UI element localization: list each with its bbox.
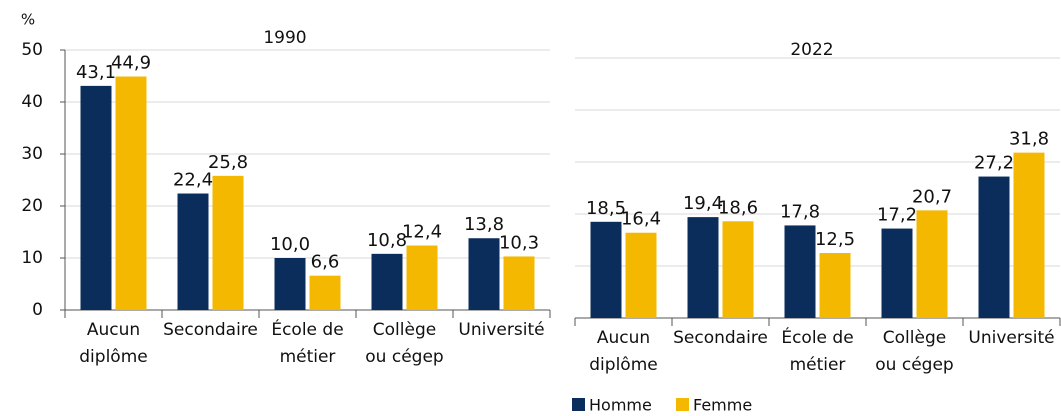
x-tick-label-line: Collège (883, 328, 946, 348)
x-tick-label-line: École de (781, 326, 853, 348)
data-label: 17,2 (877, 205, 917, 226)
x-tick-label: Collège ou cégep (365, 320, 443, 367)
data-label: 22,4 (173, 170, 213, 191)
bar (406, 245, 438, 310)
bar (468, 238, 500, 310)
x-tick-label: Secondaire (163, 320, 258, 340)
y-tick-label: 0 (32, 300, 43, 320)
data-label: 17,8 (780, 201, 820, 222)
x-tick-label-line: Aucun (87, 320, 140, 340)
y-axis-label: % (21, 11, 35, 29)
x-tick-label-line: diplôme (79, 347, 147, 367)
data-label: 13,8 (464, 214, 504, 235)
x-tick-label-line: Secondaire (673, 328, 768, 348)
legend-label: Homme (589, 396, 652, 415)
data-label: 12,4 (402, 222, 442, 243)
bar (784, 225, 816, 318)
data-label: 18,5 (586, 198, 626, 219)
bar (1013, 152, 1045, 318)
bar (212, 175, 244, 310)
x-tick-label: École de métier (271, 318, 343, 367)
bar (819, 253, 851, 318)
x-tick-label-line: Université (458, 320, 544, 340)
data-label: 20,7 (912, 186, 952, 207)
chart-title: 1990 (263, 28, 306, 48)
data-label: 10,0 (270, 234, 310, 255)
x-tick-label: Secondaire (673, 328, 768, 348)
data-label: 31,8 (1009, 129, 1049, 150)
bar (274, 258, 306, 310)
x-tick-label: Université (968, 328, 1054, 348)
y-tick-label: 30 (21, 144, 43, 164)
x-tick-label-line: métier (280, 347, 336, 367)
data-label: 10,3 (499, 232, 539, 253)
bar (503, 256, 535, 310)
bar (722, 221, 754, 318)
x-tick-label: Université (458, 320, 544, 340)
chart-title: 2022 (790, 40, 833, 60)
y-tick-label: 50 (21, 40, 43, 60)
bar (978, 176, 1010, 318)
x-tick-label-line: Aucun (597, 328, 650, 348)
bar (177, 193, 209, 310)
x-tick-label-line: Secondaire (163, 320, 258, 340)
bar (371, 253, 403, 310)
x-tick-label: Collège ou cégep (875, 328, 953, 375)
legend-label: Femme (693, 396, 752, 415)
x-tick-label-line: métier (790, 355, 846, 375)
data-label: 12,5 (815, 229, 855, 250)
data-label: 16,4 (621, 209, 661, 230)
bar (309, 275, 341, 310)
legend-swatch (572, 398, 585, 411)
y-tick-label: 40 (21, 92, 43, 112)
bar (687, 217, 719, 318)
x-tick-label-line: Collège (373, 320, 436, 340)
data-label: 25,8 (208, 152, 248, 173)
data-label: 10,8 (367, 230, 407, 251)
x-tick-label-line: diplôme (589, 355, 657, 375)
y-tick-label: 20 (21, 196, 43, 216)
y-tick-label: 10 (21, 248, 43, 268)
bar (80, 85, 112, 310)
x-tick-label: Aucun diplôme (79, 320, 147, 367)
data-label: 6,6 (311, 252, 340, 273)
x-tick-label-line: École de (271, 318, 343, 340)
bar (115, 76, 147, 311)
x-tick-label: École de métier (781, 326, 853, 375)
bar (625, 232, 657, 318)
x-tick-label-line: ou cégep (875, 355, 953, 375)
x-tick-label-line: ou cégep (365, 347, 443, 367)
bar (916, 210, 948, 318)
legend-swatch (676, 398, 689, 411)
data-label: 27,2 (974, 153, 1014, 174)
data-label: 19,4 (683, 193, 723, 214)
bar (590, 221, 622, 318)
data-label: 44,9 (111, 53, 151, 74)
data-label: 18,6 (718, 197, 758, 218)
data-label: 43,1 (76, 62, 116, 83)
x-tick-label: Aucun diplôme (589, 328, 657, 375)
x-tick-label-line: Université (968, 328, 1054, 348)
bar (881, 228, 913, 318)
